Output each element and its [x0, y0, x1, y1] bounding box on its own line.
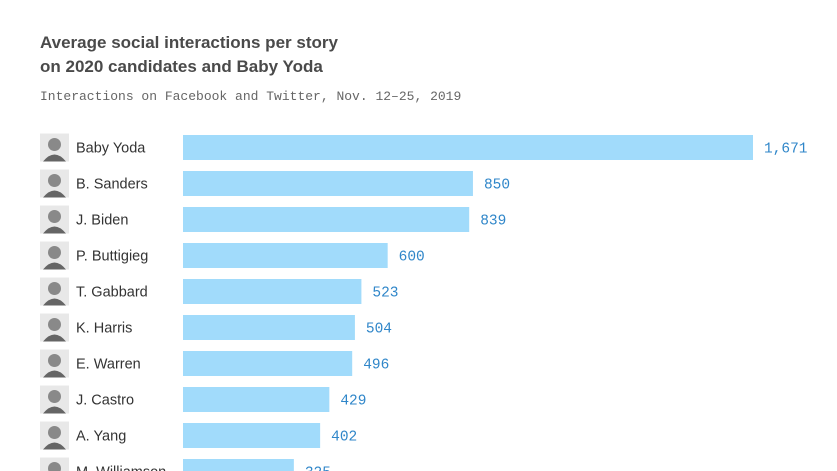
bar-a-yang: [183, 423, 321, 448]
category-label: T. Gabbard: [76, 285, 148, 301]
value-label: 1,671: [764, 142, 808, 158]
bar-b-sanders: [183, 171, 473, 196]
value-label: 850: [484, 178, 510, 194]
bar-m-williamson: [183, 459, 294, 471]
avatar-icon-e-warren: [40, 349, 69, 378]
bar-e-warren: [183, 351, 353, 376]
avatar-icon-m-williamson: [40, 457, 69, 471]
bar-k-harris: [183, 315, 355, 340]
value-label: 496: [363, 358, 389, 374]
avatar-icon-j-castro: [40, 385, 69, 414]
avatar-icon-j-biden: [40, 205, 69, 234]
value-label: 839: [480, 214, 506, 230]
avatar-icon-k-harris: [40, 313, 69, 342]
category-label: Baby Yoda: [76, 141, 146, 157]
chart-title-line-2: on 2020 candidates and Baby Yoda: [40, 57, 323, 76]
avatar-icon-a-yang: [40, 421, 69, 450]
chart-subtitle: Interactions on Facebook and Twitter, No…: [40, 89, 462, 104]
bar-p-buttigieg: [183, 243, 388, 268]
category-label: B. Sanders: [76, 177, 148, 193]
value-label: 523: [372, 286, 398, 302]
value-label: 429: [340, 394, 366, 410]
category-label: E. Warren: [76, 357, 141, 373]
value-label: 600: [399, 250, 425, 266]
avatar-icon-p-buttigieg: [40, 241, 69, 270]
category-label: K. Harris: [76, 321, 132, 337]
chart-title: Average social interactions per story on…: [40, 31, 640, 79]
category-label: M. Williamson: [76, 465, 166, 471]
value-label: 504: [366, 322, 392, 338]
category-label: J. Castro: [76, 393, 134, 409]
bar-t-gabbard: [183, 279, 362, 304]
bar-baby-yoda: [183, 135, 753, 160]
avatar-icon-b-sanders: [40, 169, 69, 198]
category-label: J. Biden: [76, 213, 128, 229]
avatar-icon-t-gabbard: [40, 277, 69, 306]
bar-j-biden: [183, 207, 470, 232]
category-label: P. Buttigieg: [76, 249, 148, 265]
avatar-icon-baby-yoda: [40, 133, 69, 162]
category-label: A. Yang: [76, 429, 126, 445]
value-label: 325: [305, 466, 331, 471]
value-label: 402: [331, 430, 357, 446]
chart-title-line-1: Average social interactions per story: [40, 33, 338, 52]
bar-j-castro: [183, 387, 330, 412]
